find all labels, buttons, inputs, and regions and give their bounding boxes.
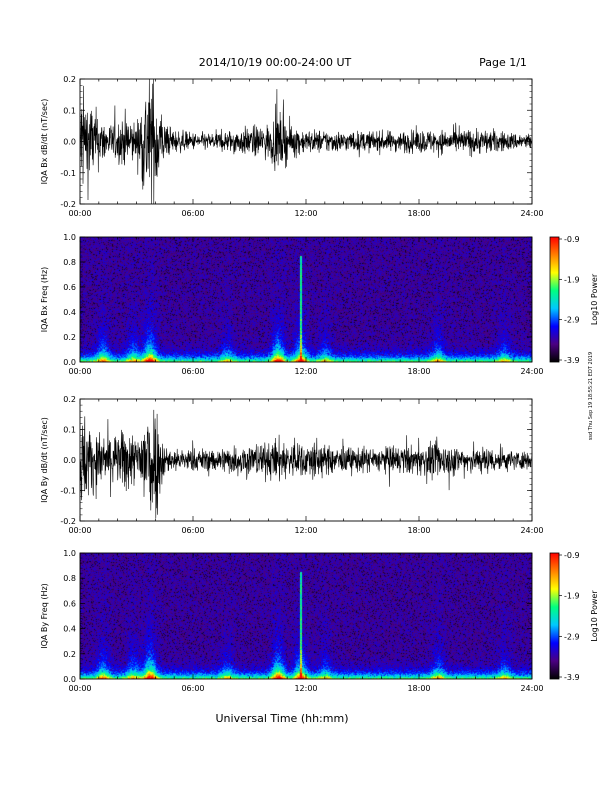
y-tick-label: 0.2 [63,75,76,84]
x-tick-label: 00:00 [68,526,91,535]
y-tick-label: 0.8 [63,574,76,583]
spectrogram-canvas [80,553,532,679]
page-title: 2014/10/19 00:00-24:00 UT [199,56,352,69]
y-tick-label: 1.0 [63,549,76,558]
y-tick-label: 1.0 [63,233,76,242]
colorbar-tick-label: -3.9 [564,673,580,682]
x-tick-label: 24:00 [520,209,543,218]
x-tick-label: 12:00 [294,209,317,218]
x-tick-label: 18:00 [407,684,430,693]
colorbar-label: Log10 Power [590,273,599,325]
panel-3: 00:00 06:00 12:00 18:00 24:00 0.2 0.1 0.0 -0.1 -0… [40,395,544,535]
panel-4: -0.9 -1.9 -2.9 -3.9 Log10 Power 00:00 06:00 12:… [40,549,599,693]
x-tick-label: 12:00 [294,367,317,376]
colorbar-tick-label: -3.9 [564,356,580,365]
x-tick-label: 24:00 [520,526,543,535]
x-tick-label: 06:00 [181,684,204,693]
colorbar-tick-label: -2.9 [564,632,580,641]
y-tick-label: 0.0 [63,456,76,465]
x-tick-label: 12:00 [294,684,317,693]
y-tick-label: -0.2 [60,517,76,526]
side-stamp: ssd Thu Sep 19 18:55:21 EDT 2019 [588,352,594,440]
x-tick-label: 00:00 [68,684,91,693]
x-tick-label: 06:00 [181,526,204,535]
x-axis-label: Universal Time (hh:mm) [216,712,349,725]
colorbar-tick-label: -0.9 [564,551,580,560]
x-tick-label: 18:00 [407,209,430,218]
colorbar-tick-label: -0.9 [564,235,580,244]
y-tick-label: -0.1 [60,487,76,496]
x-tick-label: 18:00 [407,367,430,376]
y-axis-label: IQA By dB/dt (nT/sec) [40,417,49,503]
y-tick-label: 0.1 [63,426,76,435]
y-tick-label: -0.1 [60,169,76,178]
y-axis-label: IQA Bx Freq (Hz) [40,267,49,333]
x-tick-label: 00:00 [68,209,91,218]
y-axis-label: IQA Bx dB/dt (nT/sec) [40,99,49,185]
y-tick-label: 0.8 [63,258,76,267]
page-number: Page 1/1 [479,56,527,69]
spectrogram-canvas [80,237,532,362]
y-tick-label: 0.2 [63,650,76,659]
x-tick-label: 12:00 [294,526,317,535]
y-tick-label: 0.2 [63,395,76,404]
x-tick-label: 06:00 [181,367,204,376]
y-tick-label: 0.4 [63,625,76,634]
colorbar-tick-label: -1.9 [564,275,580,284]
y-tick-label: 0.6 [63,283,76,292]
panel-1: 00:00 06:00 12:00 18:00 24:00 0.2 0.1 0.0 -0.1 -0… [40,75,544,218]
panels-group: 00:00 06:00 12:00 18:00 24:00 0.2 0.1 0.0 -0.1 -0… [40,75,599,693]
panel-2: -0.9 -1.9 -2.9 -3.9 Log10 Power 00:00 06:00 12:… [40,233,599,376]
y-tick-label: 0.6 [63,599,76,608]
x-tick-label: 24:00 [520,367,543,376]
spectrogram-2 [80,237,532,362]
spectrogram-4 [80,553,532,679]
colorbar-tick-label: -2.9 [564,316,580,325]
x-tick-label: 24:00 [520,684,543,693]
y-tick-label: 0.2 [63,333,76,342]
x-tick-label: 18:00 [407,526,430,535]
y-tick-label: 0.4 [63,308,76,317]
colorbar-label: Log10 Power [590,590,599,642]
x-tick-label: 00:00 [68,367,91,376]
y-tick-label: 0.1 [63,106,76,115]
colorbar-4 [549,552,560,680]
y-tick-label: -0.2 [60,200,76,209]
x-tick-label: 06:00 [181,209,204,218]
y-axis-label: IQA By Freq (Hz) [40,583,49,649]
y-tick-label: 0.0 [63,138,76,147]
colorbar-2 [549,236,560,363]
y-tick-label: 0.0 [63,675,76,684]
y-tick-label: 0.0 [63,358,76,367]
series-line-1 [79,78,533,205]
colorbar-tick-label: -1.9 [564,592,580,601]
series-line-3 [79,409,533,519]
